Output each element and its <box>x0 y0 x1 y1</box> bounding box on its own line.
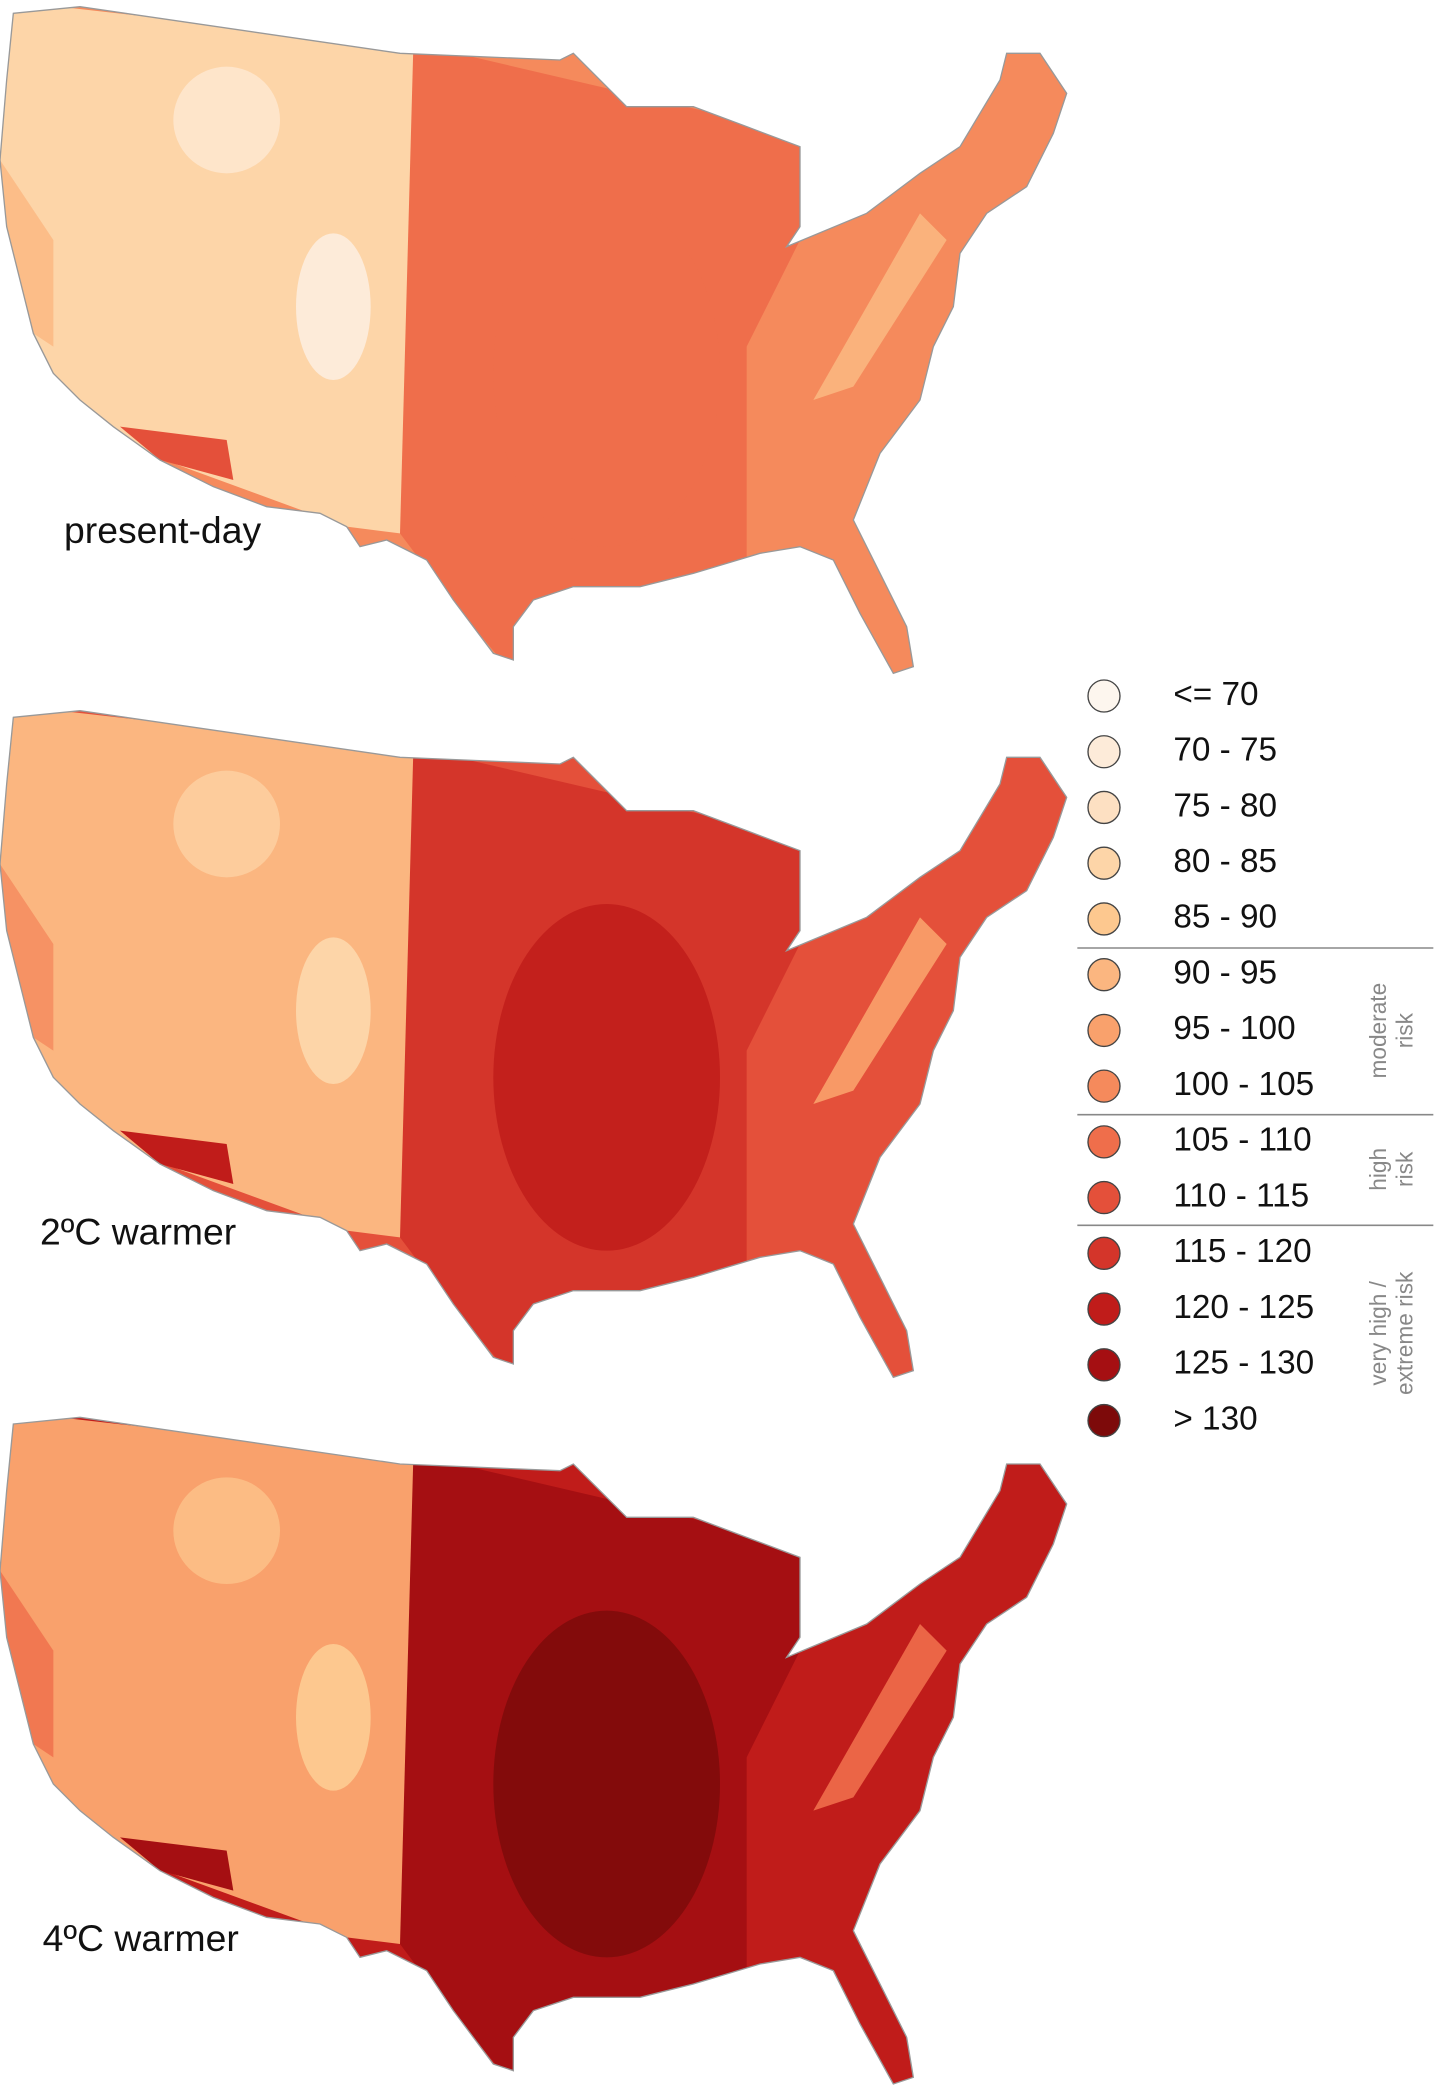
region-southwest <box>120 426 234 480</box>
region-core <box>493 200 720 547</box>
region-appalachia <box>813 1624 947 1811</box>
legend-label: 125 - 130 <box>1173 1345 1314 1382</box>
region-mountains <box>173 66 280 174</box>
group-label: moderaterisk <box>1365 983 1418 1079</box>
legend-swatch <box>1087 679 1121 713</box>
region-appalachia <box>813 917 947 1104</box>
legend-label: 95 - 100 <box>1173 1010 1295 1047</box>
legend-swatch <box>1087 1069 1121 1103</box>
map <box>0 1416 1068 2085</box>
map <box>0 5 1068 674</box>
region-west <box>0 1417 414 1944</box>
legend-swatch <box>1087 1236 1121 1270</box>
region-coast <box>0 864 54 1051</box>
regions <box>0 1417 947 2078</box>
legend-swatch <box>1087 1348 1121 1382</box>
group-label-line: moderate <box>1365 983 1391 1079</box>
legend-label: 80 - 85 <box>1173 843 1277 880</box>
legend-label: 90 - 95 <box>1173 954 1277 991</box>
maps <box>0 5 1068 2085</box>
region-core <box>493 904 720 1251</box>
legend-swatch <box>1087 1292 1121 1326</box>
legend-label: 100 - 105 <box>1173 1066 1314 1103</box>
map-label: 4ºC warmer <box>43 1917 239 1959</box>
region-coast <box>0 1570 54 1758</box>
legend-swatch <box>1087 735 1121 769</box>
legend-label: <= 70 <box>1173 676 1258 713</box>
legend-swatch <box>1087 846 1121 880</box>
region-west <box>0 6 414 534</box>
legend-swatch <box>1087 958 1121 992</box>
legend-label: 70 - 75 <box>1173 732 1277 769</box>
group-label-line: risk <box>1392 1151 1418 1187</box>
region-coast <box>0 160 54 347</box>
group-label: very high /extreme risk <box>1365 1271 1418 1395</box>
legend-swatch <box>1087 1013 1121 1048</box>
regions <box>0 6 947 667</box>
legend-swatch <box>1087 902 1121 936</box>
region-appalachia <box>813 213 947 400</box>
group-label: highrisk <box>1365 1148 1418 1191</box>
region-west <box>0 710 414 1238</box>
legend-label: 110 - 115 <box>1173 1177 1309 1214</box>
legend: <= 70 70 - 75 75 - 80 80 - 85 85 - 90 90 - 95… <box>1077 676 1434 1438</box>
region-mountains <box>296 233 371 380</box>
legend-swatch <box>1087 1180 1121 1215</box>
region-mountains <box>173 770 280 878</box>
group-label-line: high <box>1365 1148 1391 1191</box>
map-label: 2ºC warmer <box>40 1211 236 1253</box>
region-mountains <box>296 937 371 1084</box>
group-label-line: extreme risk <box>1392 1271 1418 1395</box>
legend-swatch <box>1087 1403 1121 1438</box>
map <box>0 710 1068 1379</box>
region-core <box>493 1610 720 1958</box>
region-mountains <box>173 1477 280 1584</box>
group-label-line: risk <box>1392 1012 1418 1048</box>
legend-label: 85 - 90 <box>1173 899 1277 936</box>
region-southwest <box>120 1837 234 1891</box>
group-label-line: very high / <box>1365 1280 1391 1385</box>
legend-label: 105 - 110 <box>1173 1122 1311 1159</box>
region-southwest <box>120 1130 234 1184</box>
legend-swatch <box>1087 790 1121 825</box>
legend-swatch <box>1087 1125 1121 1159</box>
map-label: present-day <box>64 509 261 551</box>
region-mountains <box>296 1644 371 1791</box>
legend-label: > 130 <box>1173 1400 1257 1437</box>
legend-label: 75 - 80 <box>1173 787 1277 824</box>
legend-label: 120 - 125 <box>1173 1289 1314 1326</box>
regions <box>0 710 947 1371</box>
legend-label: 115 - 120 <box>1173 1233 1311 1270</box>
